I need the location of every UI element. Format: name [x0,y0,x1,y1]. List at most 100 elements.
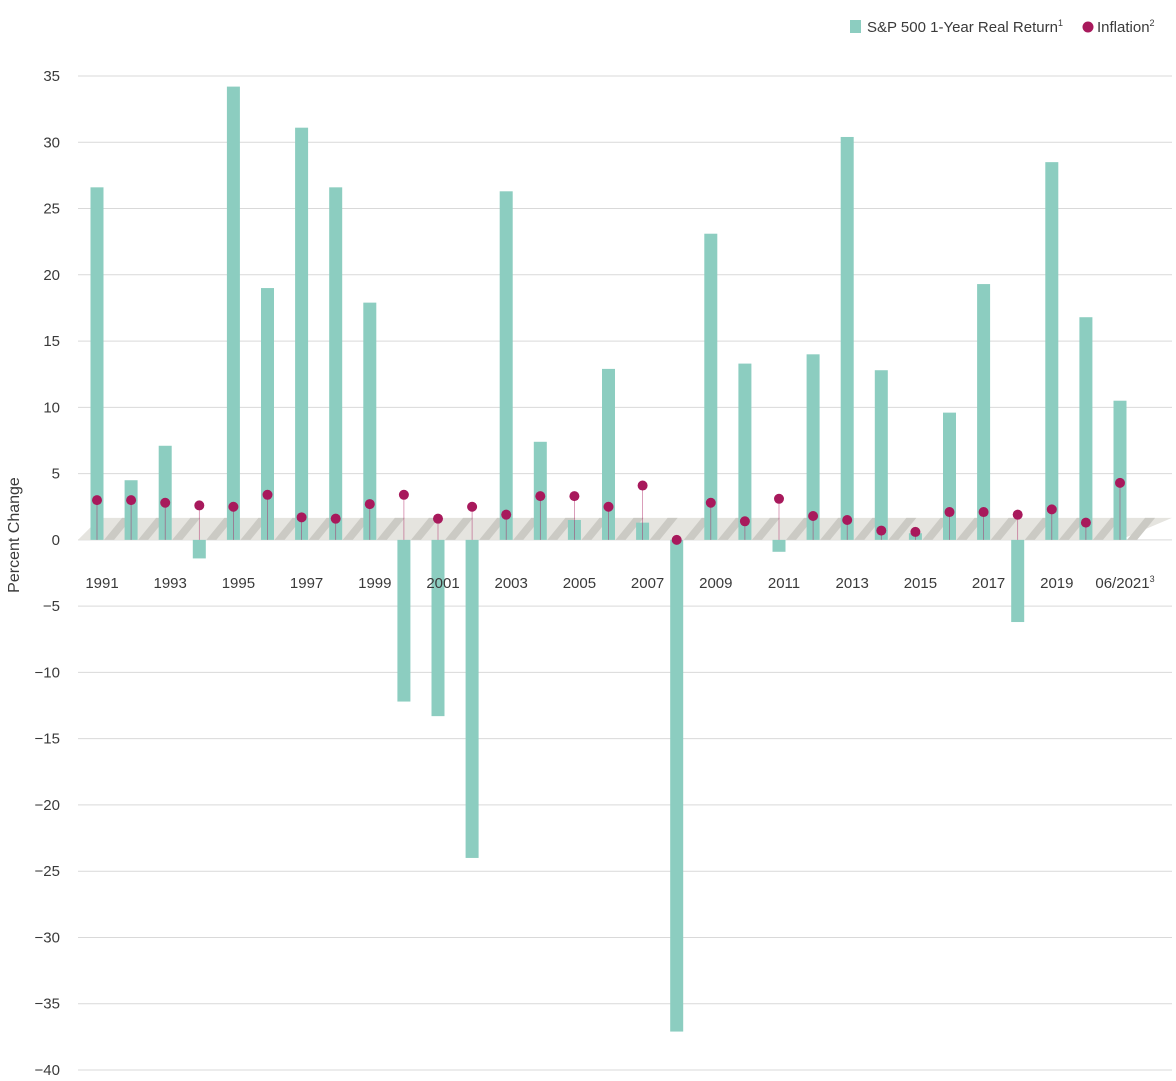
inflation-dot [671,534,682,545]
y-tick-label: −30 [35,929,60,946]
inflation-dot [603,501,614,512]
inflation-series [92,477,1125,545]
x-tick-label: 2009 [699,575,732,592]
y-axis-ticks: 35 30 25 20 15 10 5 0 −5 −10 −15 −20 −25 −30 −35 −40 [35,68,60,1079]
bar-series [90,86,1127,1032]
x-tick-label: 06/20213 [1095,574,1154,592]
bar [329,187,343,540]
inflation-dot [1115,477,1125,488]
inflation-dot [978,507,989,518]
zero-plane-stripe [649,517,678,540]
legend-label-sp500: S&P 500 1-Year Real Return1 [867,18,1063,36]
x-tick-label: 1995 [222,575,255,592]
bar [431,539,445,717]
zero-plane-stripe [1127,517,1156,540]
inflation-dot [194,500,205,511]
bar [90,187,104,540]
y-tick-label: 0 [52,532,60,549]
y-tick-label: 25 [43,201,60,218]
inflation-dot [876,525,887,536]
inflation-dot [433,513,443,524]
bar [772,539,786,552]
zero-plane-stripe [172,517,201,540]
bar [1011,539,1025,623]
zero-plane-stripe [376,517,405,540]
bar [1113,400,1127,540]
y-tick-label: 5 [52,466,60,483]
bar [1079,317,1093,540]
zero-plane [78,517,1172,540]
x-axis-ticks: 1991 1993 1995 1997 1999 2001 2003 2005 2007 2009… [85,574,1154,592]
inflation-dot [1012,509,1023,520]
bar [261,288,274,540]
legend: S&P 500 1-Year Real Return1 Inflation2 [850,18,1155,36]
inflation-dot [398,489,409,500]
y-tick-label: 30 [43,134,60,151]
bar [874,370,888,540]
x-tick-label: 2017 [972,575,1005,592]
zero-plane-stripe [445,517,474,540]
x-tick-label: 2001 [426,575,459,592]
x-tick-label: 2007 [631,575,664,592]
bar [840,136,854,540]
inflation-dot [228,501,239,512]
y-tick-label: 20 [43,267,60,284]
y-axis-title: Percent Change [6,477,23,593]
inflation-dot [1080,517,1091,528]
x-tick-label: 2015 [904,575,937,592]
inflation-dot [842,514,853,525]
bar [670,539,684,1032]
bar [465,539,479,858]
inflation-dot [364,499,375,510]
bar [738,363,752,540]
bar [704,233,718,540]
inflation-dot [126,495,137,506]
bar [158,445,172,540]
bar [295,127,309,540]
x-tick-label: 1991 [85,575,118,592]
bar [499,191,513,540]
inflation-dot [160,497,171,508]
y-tick-label: 10 [43,399,60,416]
inflation-dot [467,501,478,512]
inflation-dot [92,495,102,506]
y-tick-label: −35 [35,996,60,1013]
bar [943,412,956,540]
inflation-dot [296,512,307,523]
x-tick-label: 1999 [358,575,391,592]
inflation-dot [501,509,512,520]
zero-plane-stripe [888,517,917,540]
inflation-dot [944,507,955,518]
bar [226,86,240,540]
x-tick-label: 2003 [495,575,528,592]
inflation-dot [637,480,648,491]
x-tick-label: 2011 [768,575,800,592]
inflation-dot [330,513,341,524]
inflation-dot [262,489,273,500]
inflation-dot [910,526,921,537]
bar [192,539,206,559]
inflation-dot [774,493,784,504]
x-tick-label: 1997 [290,575,323,592]
y-tick-label: −25 [35,863,60,880]
bar [533,441,547,540]
y-tick-label: −5 [43,598,60,615]
inflation-dot [705,497,716,508]
inflation-dot [739,516,750,527]
y-tick-label: −20 [35,797,60,814]
inflation-dot [535,491,546,502]
y-tick-label: −15 [35,731,60,748]
bar [602,368,615,540]
y-tick-label: −10 [35,664,60,681]
inflation-dot [1046,504,1057,515]
zero-plane-stripe [410,517,439,540]
x-tick-label: 2019 [1040,575,1073,592]
gridlines [78,75,1172,1071]
x-tick-label: 1993 [154,575,187,592]
legend-label-inflation: Inflation2 [1097,18,1155,36]
y-tick-label: 15 [43,333,60,350]
legend-swatch-bar [850,20,861,33]
bar [806,354,820,540]
bar [1045,162,1059,540]
y-tick-label: −40 [35,1062,60,1079]
